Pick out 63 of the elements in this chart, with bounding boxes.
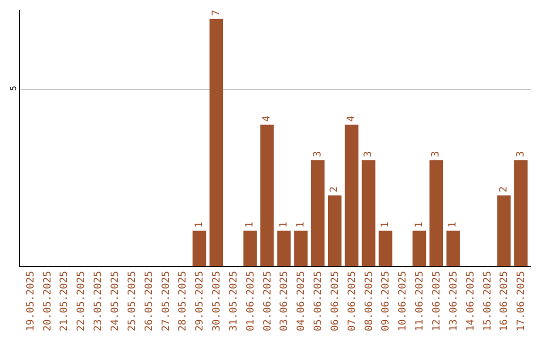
data-label: 4 [346, 116, 358, 122]
data-label: 2 [329, 186, 340, 192]
x-tick-label: 19.05.2025 [25, 271, 36, 332]
bar [277, 230, 291, 266]
x-tick-label: 30.05.2025 [212, 271, 223, 332]
data-label: 1 [295, 222, 306, 228]
x-tick-label: 10.06.2025 [398, 271, 409, 332]
x-tick-label: 03.06.2025 [279, 271, 290, 332]
bar [328, 195, 342, 266]
x-tick-label: 13.06.2025 [448, 271, 460, 332]
x-tick-label: 06.06.2025 [330, 271, 341, 332]
data-label: 1 [194, 222, 205, 228]
x-tick-label: 07.06.2025 [346, 271, 358, 332]
x-tick-label: 29.05.2025 [194, 271, 206, 332]
data-label: 4 [262, 116, 273, 122]
x-tick-label: 16.06.2025 [499, 271, 510, 332]
bar [412, 230, 426, 266]
bar [497, 195, 511, 266]
bar [210, 18, 224, 266]
data-label: 7 [210, 10, 222, 16]
x-tick-label: 26.05.2025 [144, 271, 155, 332]
x-tick-label: 20.05.2025 [42, 271, 54, 332]
x-tick-label: 14.06.2025 [465, 271, 476, 332]
data-label: 2 [498, 186, 510, 192]
x-tick-label: 28.05.2025 [178, 271, 189, 332]
data-label: 1 [278, 222, 290, 228]
x-tick-label: 15.06.2025 [482, 271, 494, 332]
bar [243, 230, 257, 266]
x-tick-label: 04.06.2025 [296, 271, 308, 332]
data-label: 1 [244, 222, 256, 228]
data-label: 1 [380, 222, 391, 228]
bar [514, 160, 528, 266]
x-tick-label: 08.06.2025 [364, 271, 375, 332]
x-tick-label: 17.06.2025 [516, 271, 528, 332]
x-tick-label: 25.05.2025 [126, 271, 138, 332]
bar [311, 160, 325, 266]
x-tick-label: 31.05.2025 [228, 271, 240, 332]
bar [260, 124, 274, 266]
data-label: 3 [312, 151, 324, 158]
data-label: 1 [414, 222, 425, 228]
x-tick-label: 12.06.2025 [432, 271, 442, 332]
bar [362, 160, 376, 266]
x-tick-label: 09.06.2025 [380, 271, 392, 332]
x-tick-label: 11.06.2025 [414, 271, 426, 332]
x-tick-label: 23.05.2025 [93, 271, 104, 332]
bar [192, 230, 206, 266]
x-tick-label: 22.05.2025 [76, 271, 88, 332]
data-label: 3 [430, 151, 442, 158]
bar [429, 160, 444, 266]
bar [446, 230, 460, 266]
x-tick-label: 24.05.2025 [110, 271, 121, 332]
x-tick-label: 02.06.2025 [262, 271, 274, 332]
data-label: 1 [448, 222, 459, 228]
bar [294, 230, 308, 266]
data-label: 3 [363, 151, 374, 158]
x-tick-label: 01.06.2025 [245, 271, 256, 332]
data-label: 3 [515, 151, 526, 158]
y-tick-label: 5 [8, 86, 18, 91]
bar [378, 230, 392, 266]
bar [344, 124, 358, 266]
x-tick-label: 21.05.2025 [59, 271, 70, 332]
x-tick-label: 05.06.2025 [313, 271, 324, 332]
x-tick-label: 27.05.2025 [160, 271, 172, 332]
